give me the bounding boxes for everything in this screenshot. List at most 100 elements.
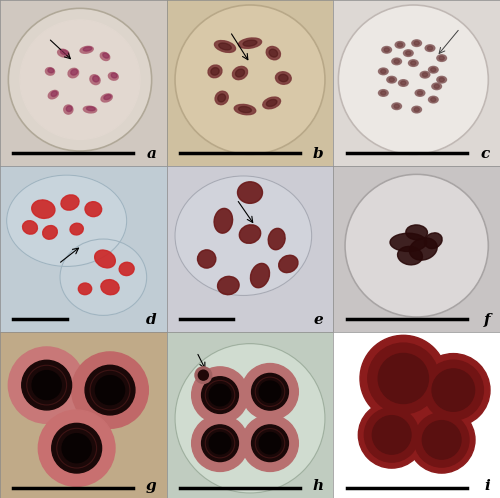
Ellipse shape [437,55,446,61]
Circle shape [345,174,488,317]
Ellipse shape [175,176,312,295]
Circle shape [378,354,428,403]
Ellipse shape [90,75,100,85]
Text: c: c [481,147,490,161]
Ellipse shape [430,68,436,72]
Ellipse shape [398,247,422,265]
Text: e: e [314,313,324,327]
Ellipse shape [266,46,280,60]
Circle shape [192,415,248,472]
Circle shape [72,352,148,428]
Circle shape [38,410,115,487]
Ellipse shape [101,280,119,295]
Ellipse shape [398,80,408,86]
Circle shape [408,407,475,473]
Ellipse shape [389,78,394,82]
Circle shape [242,415,298,472]
Ellipse shape [437,76,446,83]
Ellipse shape [85,202,102,217]
Ellipse shape [218,276,239,295]
Circle shape [202,376,238,413]
Circle shape [259,381,281,402]
Ellipse shape [51,91,57,97]
Ellipse shape [111,73,117,78]
Ellipse shape [410,61,416,65]
Ellipse shape [395,41,405,48]
Ellipse shape [6,175,126,266]
Ellipse shape [218,94,226,102]
Circle shape [195,367,212,383]
Circle shape [22,361,72,410]
Ellipse shape [100,52,110,61]
Ellipse shape [61,195,79,210]
Circle shape [358,402,425,468]
Circle shape [202,425,238,462]
Circle shape [175,5,325,154]
Ellipse shape [390,233,426,251]
Ellipse shape [424,233,442,249]
Ellipse shape [428,66,438,73]
Circle shape [175,344,325,493]
Ellipse shape [234,105,256,115]
Ellipse shape [408,60,418,66]
Ellipse shape [400,81,406,85]
Ellipse shape [243,40,257,46]
Ellipse shape [420,71,430,78]
Ellipse shape [392,58,402,65]
Ellipse shape [430,98,436,102]
Circle shape [416,354,490,427]
Circle shape [96,375,124,404]
Ellipse shape [439,78,444,82]
Ellipse shape [432,83,442,90]
Ellipse shape [238,38,262,48]
Ellipse shape [266,100,277,107]
Ellipse shape [398,43,402,47]
Ellipse shape [434,84,440,88]
Circle shape [252,425,288,462]
Ellipse shape [103,53,109,58]
Circle shape [372,416,411,454]
Circle shape [242,364,298,420]
Ellipse shape [378,90,388,96]
Ellipse shape [406,51,411,55]
Circle shape [364,408,419,462]
Ellipse shape [208,65,222,78]
Ellipse shape [425,45,435,51]
Ellipse shape [380,91,386,95]
Circle shape [338,5,488,154]
Circle shape [259,432,281,454]
Ellipse shape [428,96,438,103]
Circle shape [209,432,231,454]
Ellipse shape [48,91,58,99]
Ellipse shape [66,106,72,112]
Ellipse shape [422,73,428,77]
Text: i: i [484,479,490,493]
Ellipse shape [214,208,233,233]
Circle shape [85,366,135,415]
Circle shape [368,343,439,414]
Ellipse shape [232,66,248,80]
Ellipse shape [250,263,270,288]
Ellipse shape [218,43,232,50]
Ellipse shape [387,76,396,83]
Ellipse shape [378,68,388,75]
Circle shape [360,335,446,422]
Ellipse shape [22,221,38,234]
Ellipse shape [80,46,94,53]
Ellipse shape [92,76,99,82]
Ellipse shape [412,106,422,113]
Ellipse shape [70,223,84,235]
Ellipse shape [119,262,134,275]
Ellipse shape [86,107,95,111]
Ellipse shape [32,200,55,219]
Circle shape [414,413,469,467]
Ellipse shape [60,239,146,315]
Ellipse shape [439,56,444,60]
Ellipse shape [64,105,73,114]
Ellipse shape [384,48,390,52]
Ellipse shape [415,90,425,96]
Text: d: d [146,313,156,327]
Text: b: b [312,147,324,161]
Ellipse shape [406,225,427,240]
Ellipse shape [214,40,236,52]
